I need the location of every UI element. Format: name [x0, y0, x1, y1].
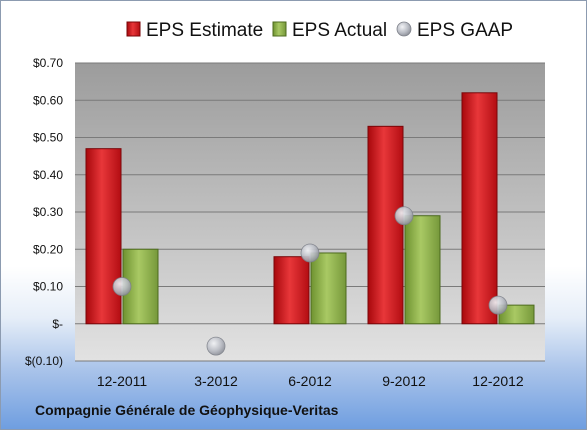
- y-tick-label: $(0.10): [25, 354, 63, 368]
- company-name: Compagnie Générale de Géophysique-Verita…: [35, 402, 339, 418]
- legend-eps-gaap: EPS GAAP: [396, 20, 513, 41]
- y-tick-label: $-: [52, 317, 63, 331]
- bar-eps-estimate: [367, 125, 404, 325]
- x-category-label: 3-2012: [194, 373, 238, 389]
- bar-eps-estimate: [273, 256, 310, 325]
- x-category-label: 9-2012: [382, 373, 426, 389]
- legend-estimate-swatch: [126, 21, 141, 37]
- x-category-label: 12-2012: [472, 373, 524, 389]
- legend-label: EPS GAAP: [417, 20, 513, 41]
- legend-actual-swatch: [272, 21, 287, 37]
- marker-eps-gaap: [206, 336, 226, 356]
- y-tick-label: $0.40: [33, 168, 63, 182]
- marker-eps-gaap: [112, 277, 132, 296]
- y-tick-label: $0.70: [33, 56, 63, 70]
- legend-eps-actual: EPS Actual: [272, 20, 387, 41]
- marker-eps-gaap: [300, 243, 320, 263]
- y-tick-label: $0.30: [33, 205, 63, 219]
- x-category-label: 12-2011: [97, 373, 148, 389]
- legend-gaap-swatch: [396, 21, 412, 37]
- marker-eps-gaap: [394, 206, 414, 226]
- x-category-label: 6-2012: [288, 373, 332, 389]
- legend-label: EPS Estimate: [146, 20, 263, 41]
- marker-eps-gaap: [488, 295, 508, 315]
- legend-eps-estimate: EPS Estimate: [126, 20, 263, 41]
- bar-eps-actual: [404, 215, 441, 325]
- y-tick-label: $0.10: [33, 280, 63, 294]
- y-tick-label: $0.60: [33, 93, 63, 107]
- bar-eps-actual: [310, 252, 347, 325]
- y-tick-label: $0.50: [33, 131, 63, 145]
- bar-eps-estimate: [461, 92, 498, 325]
- y-tick-label: $0.20: [33, 242, 63, 256]
- legend-label: EPS Actual: [292, 20, 387, 41]
- bar-eps-estimate: [85, 148, 122, 325]
